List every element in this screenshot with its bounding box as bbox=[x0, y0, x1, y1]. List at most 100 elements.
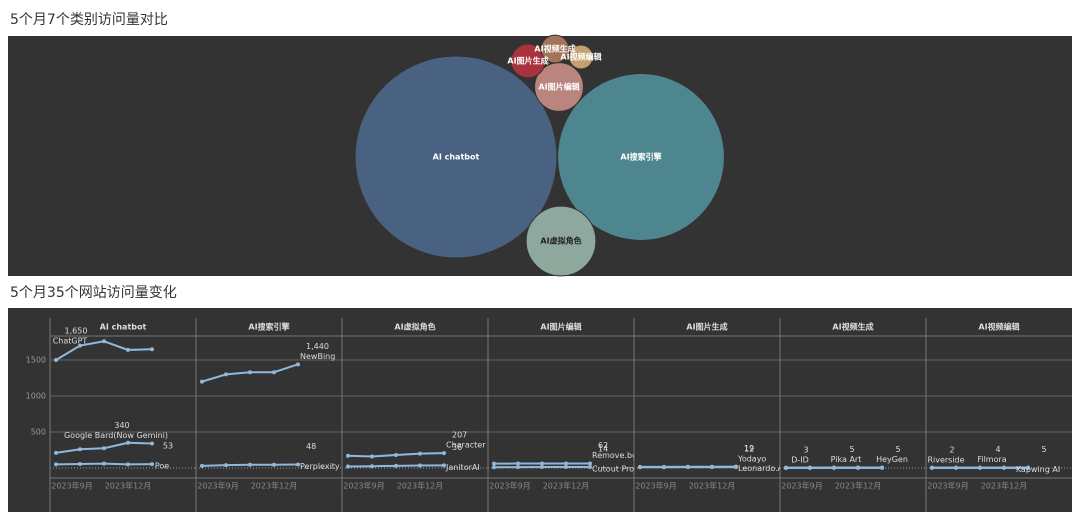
value-label: 2 bbox=[949, 445, 954, 454]
value-label: 207 bbox=[452, 431, 467, 440]
point bbox=[638, 464, 642, 469]
point bbox=[78, 447, 82, 452]
point bbox=[370, 464, 374, 469]
bubble bbox=[557, 73, 725, 241]
bubble bbox=[354, 55, 558, 259]
point bbox=[784, 465, 788, 470]
point bbox=[102, 461, 106, 466]
point bbox=[54, 358, 58, 363]
bubble-label: AI图片生成 bbox=[507, 56, 548, 66]
series-label: Leonardo.AI bbox=[738, 464, 785, 473]
x-tick-label: 2023年9月 bbox=[343, 481, 384, 491]
point bbox=[540, 461, 544, 466]
bubble-label: AI图片编辑 bbox=[538, 82, 579, 92]
point bbox=[150, 462, 154, 467]
series-label: Character AI bbox=[446, 441, 496, 450]
value-label: 1,440 bbox=[306, 342, 329, 351]
value-label: 5 bbox=[1041, 445, 1046, 454]
bubble bbox=[510, 43, 546, 79]
y-tick-label: 500 bbox=[31, 428, 46, 437]
point bbox=[564, 464, 568, 469]
point bbox=[150, 441, 154, 446]
series-label: Pika Art bbox=[831, 455, 862, 464]
y-tick-label: 1000 bbox=[26, 392, 46, 401]
lines-background bbox=[8, 308, 1072, 512]
panel-title: AI chatbot bbox=[100, 323, 147, 332]
point bbox=[954, 465, 958, 470]
point bbox=[224, 372, 228, 377]
point bbox=[662, 464, 666, 469]
point bbox=[856, 465, 860, 470]
series-label: Cutout Pro bbox=[592, 464, 634, 473]
x-tick-label: 2023年9月 bbox=[51, 481, 92, 491]
value-label: 5 bbox=[895, 445, 900, 454]
series-label: Kapwing AI bbox=[1016, 465, 1060, 474]
value-label: 5 bbox=[849, 445, 854, 454]
bubble bbox=[540, 34, 570, 64]
panel-title: AI搜索引擎 bbox=[248, 322, 290, 332]
point bbox=[296, 462, 300, 467]
x-tick-label: 2023年9月 bbox=[489, 481, 530, 491]
x-tick-label: 2023年12月 bbox=[397, 481, 444, 491]
series-label: D-ID bbox=[791, 455, 809, 464]
bubble-label: AI视频编辑 bbox=[560, 52, 601, 62]
x-tick-label: 2023年12月 bbox=[105, 481, 152, 491]
panel-title: AI图片生成 bbox=[686, 322, 727, 332]
series-label: Perplexity AI bbox=[300, 462, 350, 471]
point bbox=[346, 453, 350, 458]
x-tick-label: 2023年12月 bbox=[835, 481, 882, 491]
point bbox=[1026, 465, 1030, 470]
point bbox=[54, 450, 58, 455]
point bbox=[978, 465, 982, 470]
point bbox=[442, 451, 446, 456]
point bbox=[564, 461, 568, 466]
point bbox=[686, 464, 690, 469]
panel-title: AI视频编辑 bbox=[978, 322, 1019, 332]
point bbox=[126, 462, 130, 467]
point bbox=[370, 454, 374, 459]
x-tick-label: 2023年12月 bbox=[981, 481, 1028, 491]
point bbox=[492, 461, 496, 466]
bubble bbox=[525, 205, 597, 277]
bubble-label: AI搜索引擎 bbox=[620, 152, 662, 162]
point bbox=[394, 463, 398, 468]
value-label: 36 bbox=[452, 443, 462, 452]
point bbox=[102, 339, 106, 344]
point bbox=[200, 463, 204, 468]
value-label: 1,650 bbox=[65, 327, 88, 336]
point bbox=[588, 461, 592, 466]
point bbox=[710, 464, 714, 469]
point bbox=[418, 463, 422, 468]
x-tick-label: 2023年12月 bbox=[543, 481, 590, 491]
value-label: 340 bbox=[114, 421, 129, 430]
x-tick-label: 2023年12月 bbox=[251, 481, 298, 491]
point bbox=[150, 347, 154, 352]
series-label: Poe bbox=[155, 462, 169, 471]
x-tick-label: 2023年9月 bbox=[197, 481, 238, 491]
x-tick-label: 2023年9月 bbox=[927, 481, 968, 491]
value-label: 4 bbox=[995, 445, 1000, 454]
panel-title: AI虚拟角色 bbox=[394, 322, 435, 332]
point bbox=[78, 462, 82, 467]
panel: AI视频生成2023年9月2023年12月3Synthesia3D-ID5Pik… bbox=[780, 322, 926, 491]
point bbox=[272, 370, 276, 375]
series-label: NewBing bbox=[300, 352, 335, 361]
lines-title: 5个月35个网站访问量变化 bbox=[10, 285, 177, 301]
x-tick-label: 2023年9月 bbox=[781, 481, 822, 491]
point bbox=[102, 446, 106, 451]
series-label: JanitorAI bbox=[445, 463, 480, 472]
point bbox=[126, 440, 130, 445]
panel-title: AI视频生成 bbox=[832, 322, 873, 332]
point bbox=[200, 379, 204, 384]
y-tick-label: 1500 bbox=[26, 356, 46, 365]
series-label: Yodayo bbox=[737, 455, 766, 464]
bubble-label: AI视频生成 bbox=[534, 44, 575, 54]
series-label: Google Bard(Now Gemini) bbox=[64, 431, 168, 440]
point bbox=[224, 463, 228, 468]
